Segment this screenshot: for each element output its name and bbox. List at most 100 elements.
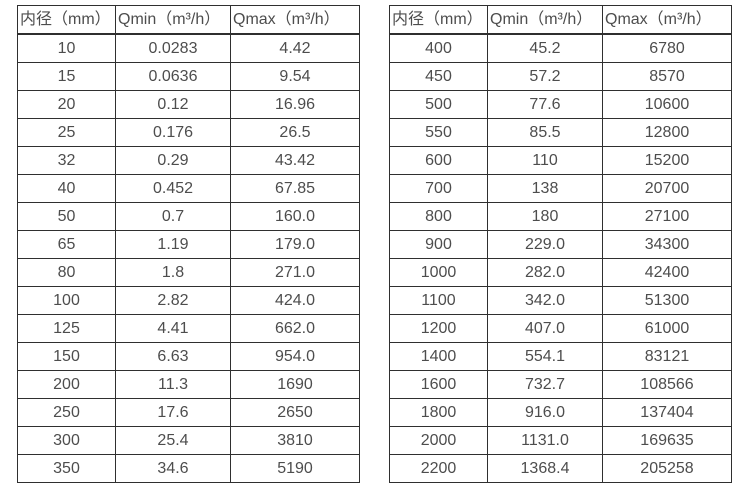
table-cell: 6780	[602, 33, 732, 63]
table-row: 20 0.12 16.96	[17, 90, 360, 119]
table-cell: 42400	[602, 258, 732, 287]
table-cell: 1100	[389, 286, 488, 315]
table-cell: 424.0	[230, 286, 360, 315]
table-cell: 125	[17, 314, 116, 343]
table-cell: 32	[17, 146, 116, 175]
table-cell: 80	[17, 258, 116, 287]
table-cell: 0.176	[115, 118, 231, 147]
table-cell: 300	[17, 426, 116, 455]
table-cell: 271.0	[230, 258, 360, 287]
table-row: 50 0.7 160.0	[17, 202, 360, 231]
table-cell: 20700	[602, 174, 732, 203]
table-cell: 108566	[602, 370, 732, 399]
table-cell: 554.1	[487, 342, 603, 371]
table-row: 600 110 15200	[389, 146, 732, 175]
table-cell: 1400	[389, 342, 488, 371]
table-row: 25 0.176 26.5	[17, 118, 360, 147]
table-cell: 50	[17, 202, 116, 231]
table-row: 125 4.41 662.0	[17, 314, 360, 343]
table-cell: 15200	[602, 146, 732, 175]
table-cell: 0.0283	[115, 33, 231, 63]
table-cell: 1800	[389, 398, 488, 427]
column-header-qmin: Qmin（m³/h）	[115, 5, 231, 35]
table-cell: 17.6	[115, 398, 231, 427]
table-cell: 1.8	[115, 258, 231, 287]
table-cell: 916.0	[487, 398, 603, 427]
table-cell: 150	[17, 342, 116, 371]
column-header-diameter: 内径（mm）	[17, 5, 116, 35]
table-cell: 57.2	[487, 62, 603, 91]
table-cell: 350	[17, 454, 116, 483]
table-cell: 205258	[602, 454, 732, 483]
table-cell: 137404	[602, 398, 732, 427]
table-row: 150 6.63 954.0	[17, 342, 360, 371]
table-cell: 700	[389, 174, 488, 203]
table-row: 250 17.6 2650	[17, 398, 360, 427]
table-cell: 26.5	[230, 118, 360, 147]
table-cell: 407.0	[487, 314, 603, 343]
table-cell: 20	[17, 90, 116, 119]
table-cell: 100	[17, 286, 116, 315]
table-cell: 16.96	[230, 90, 360, 119]
table-cell: 138	[487, 174, 603, 203]
table-header: 内径（mm） Qmin（m³/h） Qmax（m³/h）	[17, 5, 360, 35]
table-cell: 9.54	[230, 62, 360, 91]
table-row: 500 77.6 10600	[389, 90, 732, 119]
table-row: 2200 1368.4 205258	[389, 454, 732, 483]
table-cell: 450	[389, 62, 488, 91]
table-cell: 8570	[602, 62, 732, 91]
table-cell: 954.0	[230, 342, 360, 371]
table-cell: 6.63	[115, 342, 231, 371]
table-cell: 12800	[602, 118, 732, 147]
table-row: 1100 342.0 51300	[389, 286, 732, 315]
table-row: 300 25.4 3810	[17, 426, 360, 455]
table-cell: 200	[17, 370, 116, 399]
table-cell: 25.4	[115, 426, 231, 455]
table-cell: 4.41	[115, 314, 231, 343]
table-cell: 250	[17, 398, 116, 427]
table-cell: 4.42	[230, 33, 360, 63]
table-cell: 1131.0	[487, 426, 603, 455]
table-cell: 2.82	[115, 286, 231, 315]
table-row: 1600 732.7 108566	[389, 370, 732, 399]
column-header-qmax: Qmax（m³/h）	[602, 5, 732, 35]
table-cell: 600	[389, 146, 488, 175]
table-row: 10 0.0283 4.42	[17, 33, 360, 63]
table-row: 350 34.6 5190	[17, 454, 360, 483]
column-header-qmax: Qmax（m³/h）	[230, 5, 360, 35]
table-row: 32 0.29 43.42	[17, 146, 360, 175]
table-cell: 5190	[230, 454, 360, 483]
table-row: 65 1.19 179.0	[17, 230, 360, 259]
table-cell: 10600	[602, 90, 732, 119]
table-cell: 500	[389, 90, 488, 119]
table-cell: 1600	[389, 370, 488, 399]
table-row: 550 85.5 12800	[389, 118, 732, 147]
table-cell: 179.0	[230, 230, 360, 259]
table-row: 800 180 27100	[389, 202, 732, 231]
table-row: 1200 407.0 61000	[389, 314, 732, 343]
column-header-qmin: Qmin（m³/h）	[487, 5, 603, 35]
table-row: 100 2.82 424.0	[17, 286, 360, 315]
table-cell: 732.7	[487, 370, 603, 399]
table-cell: 2200	[389, 454, 488, 483]
table-cell: 27100	[602, 202, 732, 231]
table-row: 40 0.452 67.85	[17, 174, 360, 203]
table-cell: 10	[17, 33, 116, 63]
table-cell: 800	[389, 202, 488, 231]
table-cell: 550	[389, 118, 488, 147]
table-cell: 0.0636	[115, 62, 231, 91]
table-cell: 900	[389, 230, 488, 259]
table-cell: 34.6	[115, 454, 231, 483]
flow-table-large-diameters: 内径（mm） Qmin（m³/h） Qmax（m³/h） 400 45.2 6780…	[389, 5, 732, 483]
table-row: 1400 554.1 83121	[389, 342, 732, 371]
table-cell: 160.0	[230, 202, 360, 231]
table-row: 80 1.8 271.0	[17, 258, 360, 287]
table-cell: 25	[17, 118, 116, 147]
header-row: 内径（mm） Qmin（m³/h） Qmax（m³/h）	[17, 5, 360, 35]
table-cell: 1000	[389, 258, 488, 287]
table-cell: 1690	[230, 370, 360, 399]
table-cell: 51300	[602, 286, 732, 315]
table-header: 内径（mm） Qmin（m³/h） Qmax（m³/h）	[389, 5, 732, 35]
table-cell: 169635	[602, 426, 732, 455]
